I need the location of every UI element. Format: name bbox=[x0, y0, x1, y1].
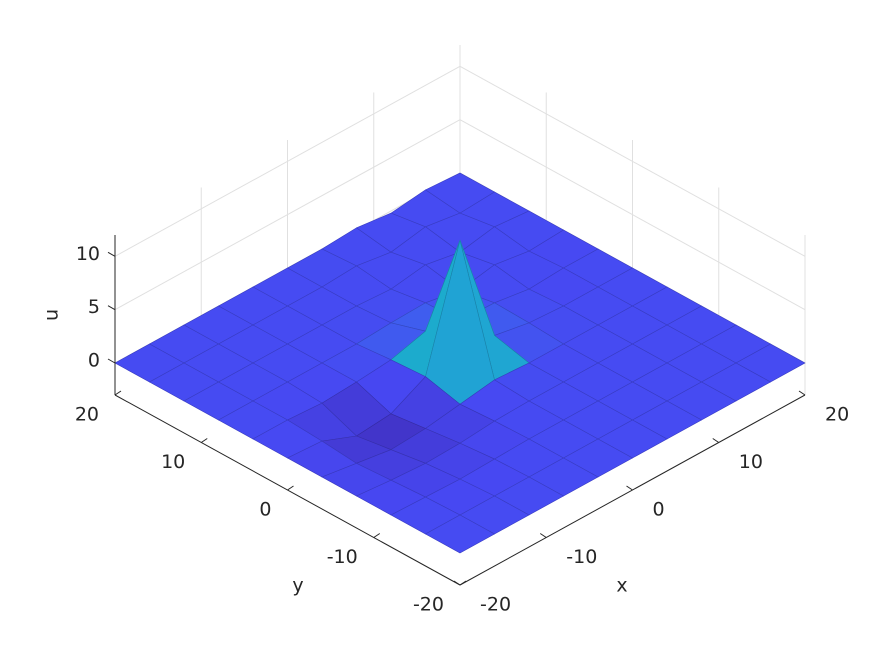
z-tick bbox=[107, 305, 116, 311]
x-tick-label: 20 bbox=[825, 404, 849, 426]
x-tick-label: -20 bbox=[480, 594, 511, 616]
grid-line bbox=[459, 65, 806, 257]
z-tick-label: 5 bbox=[88, 296, 100, 318]
y-tick bbox=[200, 438, 208, 443]
z-tick-label: 10 bbox=[76, 243, 100, 265]
y-tick bbox=[459, 580, 467, 586]
y-tick-label: 0 bbox=[259, 499, 271, 521]
y-tick-label: -10 bbox=[327, 546, 358, 568]
grid-line bbox=[114, 65, 461, 257]
z-axis-label: u bbox=[41, 309, 63, 321]
x-tick bbox=[539, 533, 547, 538]
x-tick bbox=[712, 438, 720, 443]
x-axis-label: x bbox=[616, 575, 627, 597]
x-tick bbox=[453, 580, 461, 586]
x-tick bbox=[626, 485, 633, 491]
z-tick bbox=[107, 358, 116, 364]
y-tick-label: -20 bbox=[413, 594, 444, 616]
y-tick-label: 20 bbox=[75, 404, 99, 426]
x-tick-label: 0 bbox=[653, 499, 665, 521]
y-tick bbox=[287, 485, 294, 491]
y-tick-label: 10 bbox=[161, 451, 185, 473]
y-axis-label: y bbox=[292, 575, 303, 597]
y-tick bbox=[373, 533, 381, 538]
surface-face bbox=[424, 514, 496, 554]
grid-line bbox=[459, 119, 806, 311]
x-tick bbox=[798, 390, 806, 396]
x-tick-label: 10 bbox=[739, 451, 763, 473]
z-tick-label: 0 bbox=[88, 350, 100, 372]
y-tick bbox=[114, 390, 122, 396]
x-tick-label: -10 bbox=[566, 546, 597, 568]
grid-line bbox=[114, 119, 461, 311]
z-tick bbox=[107, 251, 116, 257]
